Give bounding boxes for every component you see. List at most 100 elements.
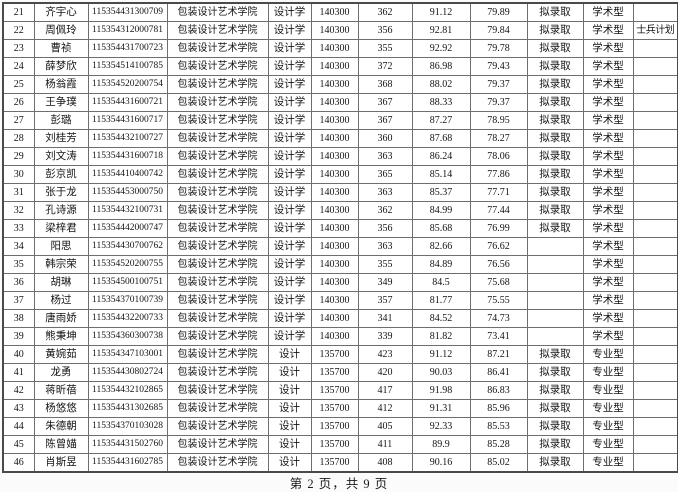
cell-score1: 368 xyxy=(357,75,413,94)
table-row: 36 胡琳 115354500100751 包装设计艺术学院 设计学 140300 349 8… xyxy=(2,273,678,292)
cell-note xyxy=(632,219,678,238)
cell-major: 设计学 xyxy=(267,255,312,274)
cell-score3: 85.28 xyxy=(469,435,528,454)
cell-name: 胡琳 xyxy=(33,273,89,292)
cell-code: 135700 xyxy=(310,399,359,418)
cell-name: 梁梓君 xyxy=(33,219,89,238)
cell-score3: 87.21 xyxy=(469,345,528,364)
cell-status xyxy=(526,237,584,256)
cell-no: 36 xyxy=(2,273,35,292)
cell-code: 140300 xyxy=(310,309,359,328)
cell-status xyxy=(526,255,584,274)
cell-status: 拟录取 xyxy=(526,345,584,364)
cell-score3: 78.06 xyxy=(469,147,528,166)
cell-no: 39 xyxy=(2,327,35,346)
cell-score3: 79.37 xyxy=(469,75,528,94)
cell-college: 包装设计艺术学院 xyxy=(166,57,269,76)
cell-no: 43 xyxy=(2,399,35,418)
cell-id: 115354360300738 xyxy=(87,327,168,346)
cell-score1: 360 xyxy=(357,129,413,148)
cell-major: 设计学 xyxy=(267,237,312,256)
cell-type: 专业型 xyxy=(582,435,634,454)
cell-college: 包装设计艺术学院 xyxy=(166,21,269,40)
cell-code: 140300 xyxy=(310,291,359,310)
cell-note xyxy=(632,2,678,22)
cell-code: 140300 xyxy=(310,255,359,274)
cell-type: 专业型 xyxy=(582,345,634,364)
cell-no: 40 xyxy=(2,345,35,364)
cell-status xyxy=(526,327,584,346)
cell-type: 学术型 xyxy=(582,273,634,292)
cell-no: 25 xyxy=(2,75,35,94)
cell-score3: 85.96 xyxy=(469,399,528,418)
cell-score1: 362 xyxy=(357,201,413,220)
cell-id: 115354520200754 xyxy=(87,75,168,94)
cell-status xyxy=(526,309,584,328)
cell-id: 115354514100785 xyxy=(87,57,168,76)
cell-name: 熊秉坤 xyxy=(33,327,89,346)
cell-major: 设计 xyxy=(267,363,312,382)
cell-status: 拟录取 xyxy=(526,381,584,400)
cell-no: 22 xyxy=(2,21,35,40)
cell-code: 140300 xyxy=(310,129,359,148)
cell-score3: 77.86 xyxy=(469,165,528,184)
cell-no: 33 xyxy=(2,219,35,238)
cell-major: 设计学 xyxy=(267,111,312,130)
cell-no: 37 xyxy=(2,291,35,310)
cell-type: 学术型 xyxy=(582,255,634,274)
cell-id: 115354431600718 xyxy=(87,147,168,166)
cell-major: 设计学 xyxy=(267,201,312,220)
cell-type: 专业型 xyxy=(582,417,634,436)
cell-score1: 405 xyxy=(357,417,413,436)
cell-score3: 77.44 xyxy=(469,201,528,220)
cell-note xyxy=(632,453,678,473)
cell-id: 115354500100751 xyxy=(87,273,168,292)
cell-name: 薛梦欣 xyxy=(33,57,89,76)
cell-score2: 85.68 xyxy=(411,219,471,238)
cell-major: 设计学 xyxy=(267,39,312,58)
cell-type: 学术型 xyxy=(582,129,634,148)
cell-no: 41 xyxy=(2,363,35,382)
cell-code: 135700 xyxy=(310,435,359,454)
cell-note xyxy=(632,165,678,184)
cell-type: 专业型 xyxy=(582,453,634,473)
cell-id: 115354442000747 xyxy=(87,219,168,238)
cell-major: 设计学 xyxy=(267,129,312,148)
cell-major: 设计学 xyxy=(267,75,312,94)
cell-name: 孔诗源 xyxy=(33,201,89,220)
cell-major: 设计 xyxy=(267,399,312,418)
cell-id: 115354432200733 xyxy=(87,309,168,328)
admission-table-body: 21 齐宇心 115354431300709 包装设计艺术学院 设计学 140300 362… xyxy=(2,2,678,473)
cell-status: 拟录取 xyxy=(526,39,584,58)
cell-note xyxy=(632,273,678,292)
cell-note xyxy=(632,75,678,94)
cell-type: 学术型 xyxy=(582,147,634,166)
cell-no: 38 xyxy=(2,309,35,328)
cell-score2: 92.92 xyxy=(411,39,471,58)
cell-no: 45 xyxy=(2,435,35,454)
cell-score3: 78.27 xyxy=(469,129,528,148)
cell-score1: 420 xyxy=(357,363,413,382)
cell-major: 设计 xyxy=(267,381,312,400)
cell-score1: 356 xyxy=(357,21,413,40)
cell-note xyxy=(632,327,678,346)
cell-type: 学术型 xyxy=(582,291,634,310)
cell-major: 设计学 xyxy=(267,57,312,76)
cell-status xyxy=(526,291,584,310)
cell-type: 学术型 xyxy=(582,201,634,220)
cell-score1: 408 xyxy=(357,453,413,473)
cell-id: 115354430700762 xyxy=(87,237,168,256)
cell-major: 设计学 xyxy=(267,327,312,346)
cell-name: 唐雨娇 xyxy=(33,309,89,328)
cell-no: 32 xyxy=(2,201,35,220)
cell-name: 蒋昕蓓 xyxy=(33,381,89,400)
cell-major: 设计 xyxy=(267,435,312,454)
cell-note xyxy=(632,237,678,256)
cell-status: 拟录取 xyxy=(526,147,584,166)
cell-type: 专业型 xyxy=(582,399,634,418)
cell-name: 张于龙 xyxy=(33,183,89,202)
cell-id: 115354347103001 xyxy=(87,345,168,364)
cell-code: 140300 xyxy=(310,57,359,76)
cell-status: 拟录取 xyxy=(526,21,584,40)
cell-type: 学术型 xyxy=(582,75,634,94)
